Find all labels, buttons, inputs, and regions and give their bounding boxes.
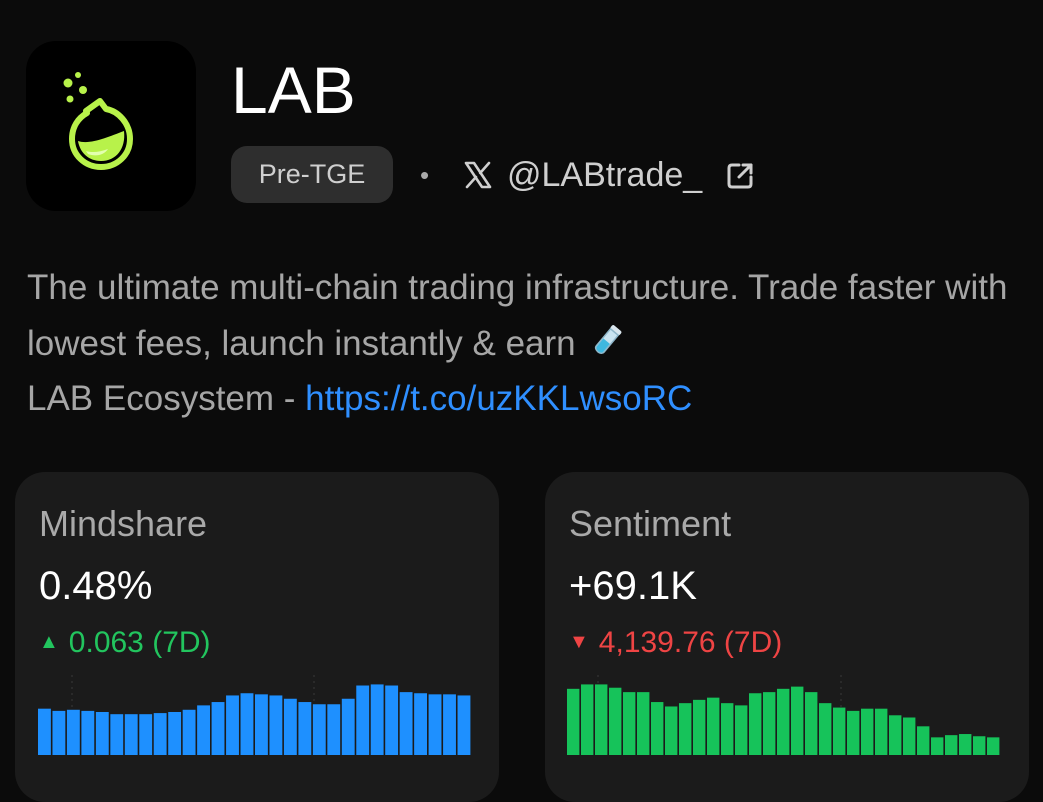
chart-bar [945, 735, 958, 755]
chart-bar [623, 692, 636, 755]
project-logo [26, 41, 196, 211]
chart-bar [609, 687, 622, 755]
x-logo-icon[interactable] [463, 160, 493, 190]
chart-bar [931, 737, 944, 755]
lab-flask-logo-icon [63, 72, 133, 170]
chart-bar [595, 684, 608, 755]
sentiment-change: ▼ 4,139.76 (7D) [569, 624, 782, 661]
chart-bar [110, 714, 124, 755]
description-link[interactable]: https://t.co/uzKKLwsoRC [305, 379, 693, 418]
chart-bar [66, 709, 80, 755]
triangle-down-icon: ▼ [569, 631, 589, 653]
chart-bar [226, 695, 239, 755]
chart-bar [399, 692, 413, 755]
chart-bar [679, 703, 692, 755]
chart-bar [124, 714, 138, 755]
chart-bar [875, 708, 888, 755]
chart-bar [735, 705, 748, 755]
chart-bar [819, 703, 832, 755]
chart-bar [457, 695, 471, 755]
chart-bar [791, 686, 804, 755]
chart-bar [428, 694, 442, 755]
chart-bar [182, 709, 196, 755]
chart-bar [52, 710, 66, 755]
chart-bar [917, 726, 930, 755]
separator-dot: • [420, 160, 430, 190]
external-link-icon[interactable] [724, 160, 756, 192]
chart-bar [749, 693, 762, 755]
chart-bar [833, 707, 846, 755]
chart-bar [889, 715, 902, 755]
chart-bar [443, 694, 456, 755]
chart-bar [777, 688, 790, 755]
mindshare-label: Mindshare [39, 503, 208, 544]
chart-bar [414, 693, 427, 755]
mindshare-chart [38, 675, 471, 759]
chart-bar [987, 737, 1000, 755]
chart-bar [298, 702, 312, 755]
mindshare-change-value: 0.063 (7D) [68, 626, 211, 659]
chart-bar [356, 685, 370, 755]
sentiment-label: Sentiment [569, 503, 732, 544]
twitter-handle-link[interactable]: @LABtrade_ [507, 156, 703, 194]
chart-bar [255, 694, 268, 755]
chart-bar [312, 704, 326, 755]
sentiment-change-value: 4,139.76 (7D) [598, 626, 783, 659]
sentiment-card[interactable]: Sentiment +69.1K ▼ 4,139.76 (7D) [545, 472, 1029, 802]
chart-bar [959, 734, 972, 755]
chart-bar [327, 704, 341, 755]
test-tube-emoji-icon [595, 324, 622, 354]
mindshare-card[interactable]: Mindshare 0.48% ▲ 0.063 (7D) [15, 472, 499, 802]
project-description: The ultimate multi-chain trading infrast… [27, 260, 1017, 427]
project-title: LAB [231, 53, 356, 127]
chart-bar [721, 703, 734, 755]
chart-bar [973, 736, 986, 755]
chart-bar [903, 717, 916, 755]
sentiment-value: +69.1K [569, 564, 697, 608]
chart-bar [707, 697, 720, 755]
mindshare-change: ▲ 0.063 (7D) [39, 624, 211, 661]
chart-bar [211, 702, 225, 755]
chart-bar [370, 684, 384, 755]
chart-bar [153, 713, 167, 755]
chart-bar [637, 692, 650, 755]
chart-bar [847, 710, 860, 755]
chart-bar [38, 708, 51, 755]
chart-bar [665, 706, 678, 755]
sentiment-chart [567, 675, 1000, 759]
chart-bar [581, 684, 594, 755]
description-text: The ultimate multi-chain trading infrast… [27, 268, 1008, 363]
chart-bar [269, 695, 283, 755]
chart-bar [651, 702, 664, 755]
description-prefix: LAB Ecosystem - [27, 379, 306, 418]
chart-bar [861, 708, 874, 755]
chart-bar [168, 711, 182, 755]
triangle-up-icon: ▲ [39, 631, 59, 653]
chart-bar [139, 714, 153, 755]
chart-bar [567, 688, 580, 755]
chart-bar [197, 705, 210, 755]
mindshare-value: 0.48% [39, 564, 153, 608]
chart-bar [763, 692, 776, 755]
chart-bar [385, 685, 399, 755]
chart-bar [805, 692, 818, 755]
chart-bar [81, 710, 95, 755]
chart-bar [240, 693, 254, 755]
chart-bar [341, 698, 355, 755]
chart-bar [95, 711, 109, 755]
chart-bar [693, 699, 706, 755]
chart-bar [283, 698, 297, 755]
status-badge: Pre-TGE [231, 146, 393, 203]
